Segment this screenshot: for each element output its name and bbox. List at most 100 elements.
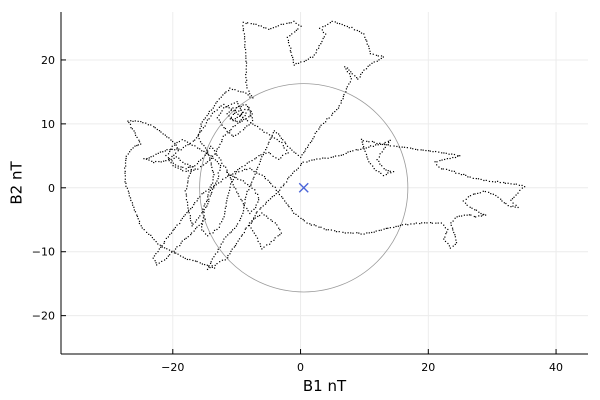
trace-point: [249, 96, 251, 98]
trace-point: [260, 158, 262, 160]
trace-point: [125, 165, 127, 167]
trace-point: [385, 227, 387, 230]
trace-point: [309, 141, 312, 144]
reference-circle-layer: [199, 83, 409, 293]
trace-point: [443, 224, 445, 226]
trace-point: [242, 111, 244, 113]
trace-point: [234, 245, 237, 247]
trace-point: [161, 246, 163, 248]
trace-point: [248, 189, 250, 191]
trace-point: [134, 211, 137, 213]
trace-point: [379, 163, 381, 165]
trace-point: [286, 149, 288, 151]
trace-point: [272, 27, 275, 29]
trace-point: [258, 155, 260, 157]
trace-point: [189, 217, 191, 219]
trace-point: [261, 212, 263, 214]
trace-point: [338, 231, 340, 233]
trace-point: [300, 61, 302, 63]
trace-point: [246, 125, 248, 127]
trace-point: [202, 192, 205, 194]
trace-point: [199, 141, 202, 143]
trace-point: [216, 117, 218, 119]
trace-point: [434, 161, 436, 163]
trace-point: [309, 56, 312, 58]
trace-point: [310, 224, 312, 226]
trace-point: [249, 110, 251, 112]
trace-point: [248, 161, 250, 163]
trace-point: [218, 163, 220, 165]
trace-point: [195, 137, 198, 139]
trace-point: [217, 177, 219, 180]
trace-point: [145, 122, 147, 124]
trace-point: [301, 154, 303, 156]
trace-point: [232, 184, 234, 186]
trace-point: [375, 54, 378, 56]
trace-point: [265, 152, 267, 154]
trace-point: [200, 130, 203, 132]
trace-point: [325, 33, 327, 35]
trace-point: [275, 189, 277, 191]
trace-point: [361, 71, 363, 74]
trace-point: [186, 201, 189, 203]
trace-point: [297, 167, 299, 169]
trace-point: [469, 206, 471, 208]
trace-point: [465, 198, 467, 200]
trace-point: [174, 226, 177, 229]
trace-point: [220, 159, 222, 161]
trace-point: [197, 160, 200, 163]
trace-point: [320, 43, 322, 45]
trace-point: [290, 208, 292, 210]
trace-point: [226, 130, 228, 133]
trace-point: [245, 227, 247, 229]
trace-point: [284, 200, 286, 202]
trace-point: [244, 168, 246, 170]
trace-point: [452, 220, 454, 222]
trace-point: [447, 228, 449, 231]
trace-point: [240, 113, 242, 116]
trace-point: [129, 151, 131, 153]
trace-point: [171, 251, 173, 253]
trace-point: [367, 158, 369, 160]
trace-point: [263, 151, 265, 153]
trace-point: [199, 215, 201, 217]
trace-point: [324, 157, 326, 159]
trace-point: [278, 193, 280, 196]
trace-point: [287, 39, 290, 42]
trace-point: [213, 105, 216, 107]
trace-point: [196, 163, 199, 165]
trace-point: [230, 117, 232, 120]
trace-point: [243, 118, 245, 121]
trace-point: [300, 156, 302, 159]
trace-point: [173, 250, 175, 252]
trace-point: [234, 120, 237, 122]
trace-point: [141, 227, 143, 229]
trace-point: [230, 116, 232, 118]
trace-point: [220, 181, 222, 183]
trace-point: [237, 240, 239, 242]
trace-point: [342, 95, 345, 98]
trace-point: [349, 81, 351, 83]
trace-point: [210, 164, 212, 166]
trace-point: [199, 262, 201, 264]
trace-point: [352, 232, 354, 234]
trace-point: [153, 161, 155, 164]
trace-point: [245, 60, 247, 62]
trace-point: [268, 28, 270, 30]
trace-point: [248, 222, 251, 224]
trace-point: [300, 217, 302, 220]
trace-point: [215, 102, 217, 104]
trace-point: [161, 245, 163, 247]
trace-point: [358, 30, 361, 33]
trace-point: [244, 198, 246, 201]
trace-point: [266, 146, 268, 149]
trace-point: [366, 140, 368, 142]
trace-point: [176, 147, 178, 149]
trace-point: [230, 174, 232, 176]
trace-point: [237, 122, 239, 124]
trace-point: [313, 224, 315, 226]
trace-point: [203, 144, 205, 147]
trace-point: [212, 157, 214, 159]
trace-point: [232, 107, 234, 109]
trace-point: [295, 169, 298, 171]
